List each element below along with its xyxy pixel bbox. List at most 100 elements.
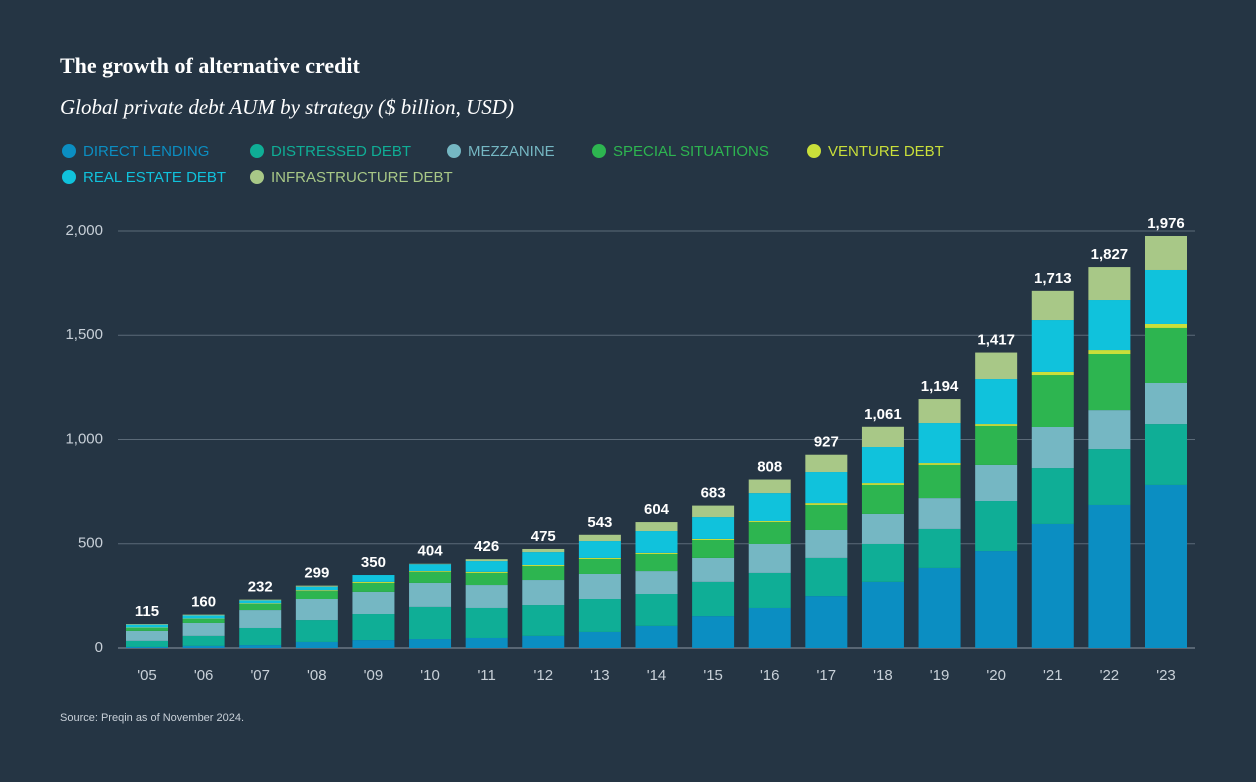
bar-segment — [578, 541, 621, 558]
bar-segment — [465, 637, 508, 648]
bar-segment — [918, 464, 961, 499]
bar-segment — [861, 484, 904, 514]
x-tick-label: '13 — [590, 667, 610, 684]
y-tick-label: 2,000 — [65, 222, 103, 239]
x-tick-label: '10 — [420, 667, 440, 684]
bar-segment — [748, 522, 791, 544]
x-tick-label: '17 — [817, 667, 837, 684]
chart-title: The growth of alternative credit — [60, 53, 360, 78]
bar-segment — [239, 627, 282, 646]
bar-segment — [239, 610, 282, 628]
bar-segment — [578, 557, 621, 559]
legend-swatch — [62, 170, 76, 184]
bar-segment — [295, 585, 338, 587]
bar-segment — [352, 614, 395, 641]
bar-segment — [465, 571, 508, 573]
legend-swatch — [250, 170, 264, 184]
x-tick-label: '21 — [1043, 667, 1063, 684]
bar-segment — [126, 630, 168, 641]
bar-segment — [861, 543, 904, 582]
bar-segment — [692, 557, 735, 582]
x-tick-label: '18 — [873, 667, 893, 684]
bar-segment — [748, 493, 791, 522]
bar-segment — [522, 635, 565, 648]
total-label: 1,194 — [921, 378, 959, 395]
total-label: 683 — [701, 485, 726, 502]
y-tick-label: 1,000 — [65, 430, 103, 447]
bar-segment — [861, 513, 904, 544]
bar-segment — [409, 606, 452, 640]
total-label: 115 — [135, 603, 159, 620]
total-label: 1,827 — [1091, 246, 1129, 263]
bar-segment — [578, 599, 621, 632]
bar-segment — [975, 424, 1018, 426]
x-tick-label: '09 — [364, 667, 384, 684]
bar-segment — [409, 571, 452, 572]
total-label: 404 — [418, 543, 444, 560]
bar-segment — [352, 591, 395, 615]
bar-segment — [1145, 382, 1187, 425]
bar-segment — [182, 622, 225, 636]
bar-segment — [1088, 504, 1131, 648]
x-tick-label: '08 — [307, 667, 327, 684]
bar-segment — [635, 552, 678, 554]
total-label: 1,976 — [1147, 215, 1185, 232]
legend-label: DISTRESSED DEBT — [271, 143, 411, 160]
bar-segment — [352, 582, 395, 592]
legend-label: VENTURE DEBT — [828, 143, 944, 160]
bar-segment — [1031, 523, 1074, 648]
legend-swatch — [447, 144, 461, 158]
bar-segment — [1031, 320, 1074, 372]
bar-segment — [465, 585, 508, 608]
y-tick-label: 0 — [95, 639, 103, 656]
bar-segment — [126, 624, 168, 625]
x-tick-label: '05 — [137, 667, 157, 684]
bar-segment — [182, 645, 225, 648]
bar-segment — [295, 586, 338, 591]
bar-segment — [918, 567, 961, 648]
bar-segment — [1145, 323, 1187, 328]
bar-segment — [239, 603, 282, 605]
total-label: 299 — [304, 565, 329, 582]
bar-segment — [1031, 290, 1074, 321]
x-tick-label: '12 — [533, 667, 553, 684]
bar-segment — [409, 582, 452, 607]
bar-segment — [465, 572, 508, 586]
bar-segment — [748, 543, 791, 573]
bar-segment — [975, 352, 1018, 380]
legend-label: INFRASTRUCTURE DEBT — [271, 169, 453, 186]
bar-segment — [239, 600, 282, 604]
bar-segment — [861, 426, 904, 448]
bar-segment — [239, 604, 282, 611]
bar-segment — [975, 501, 1018, 552]
bar-segment — [635, 593, 678, 626]
bar-segment — [295, 599, 338, 621]
bar-segment — [805, 454, 848, 473]
bar-segment — [578, 558, 621, 574]
bar-segment — [1088, 410, 1131, 450]
bar-segment — [1088, 449, 1131, 505]
bar-segment — [182, 615, 225, 619]
bar-segment — [522, 580, 565, 606]
bar-segment — [126, 646, 168, 648]
bar-segment — [126, 627, 168, 631]
total-label: 543 — [587, 514, 612, 531]
bar-segment — [805, 529, 848, 558]
bar-segment — [1145, 236, 1187, 270]
bar-segment — [465, 607, 508, 638]
bar-segment — [1031, 468, 1074, 524]
bar-segment — [692, 538, 735, 540]
legend-label: DIRECT LENDING — [83, 143, 209, 160]
y-tick-label: 500 — [78, 535, 103, 552]
total-label: 232 — [248, 579, 273, 596]
bar-segment — [975, 379, 1018, 425]
bar-segment — [918, 528, 961, 568]
bar-segment — [182, 635, 225, 646]
bar-segment — [805, 504, 848, 530]
bar-segment — [748, 521, 791, 523]
bar-segment — [805, 596, 848, 648]
x-tick-label: '14 — [647, 667, 667, 684]
bar-segment — [748, 572, 791, 608]
bar-segment — [295, 620, 338, 642]
